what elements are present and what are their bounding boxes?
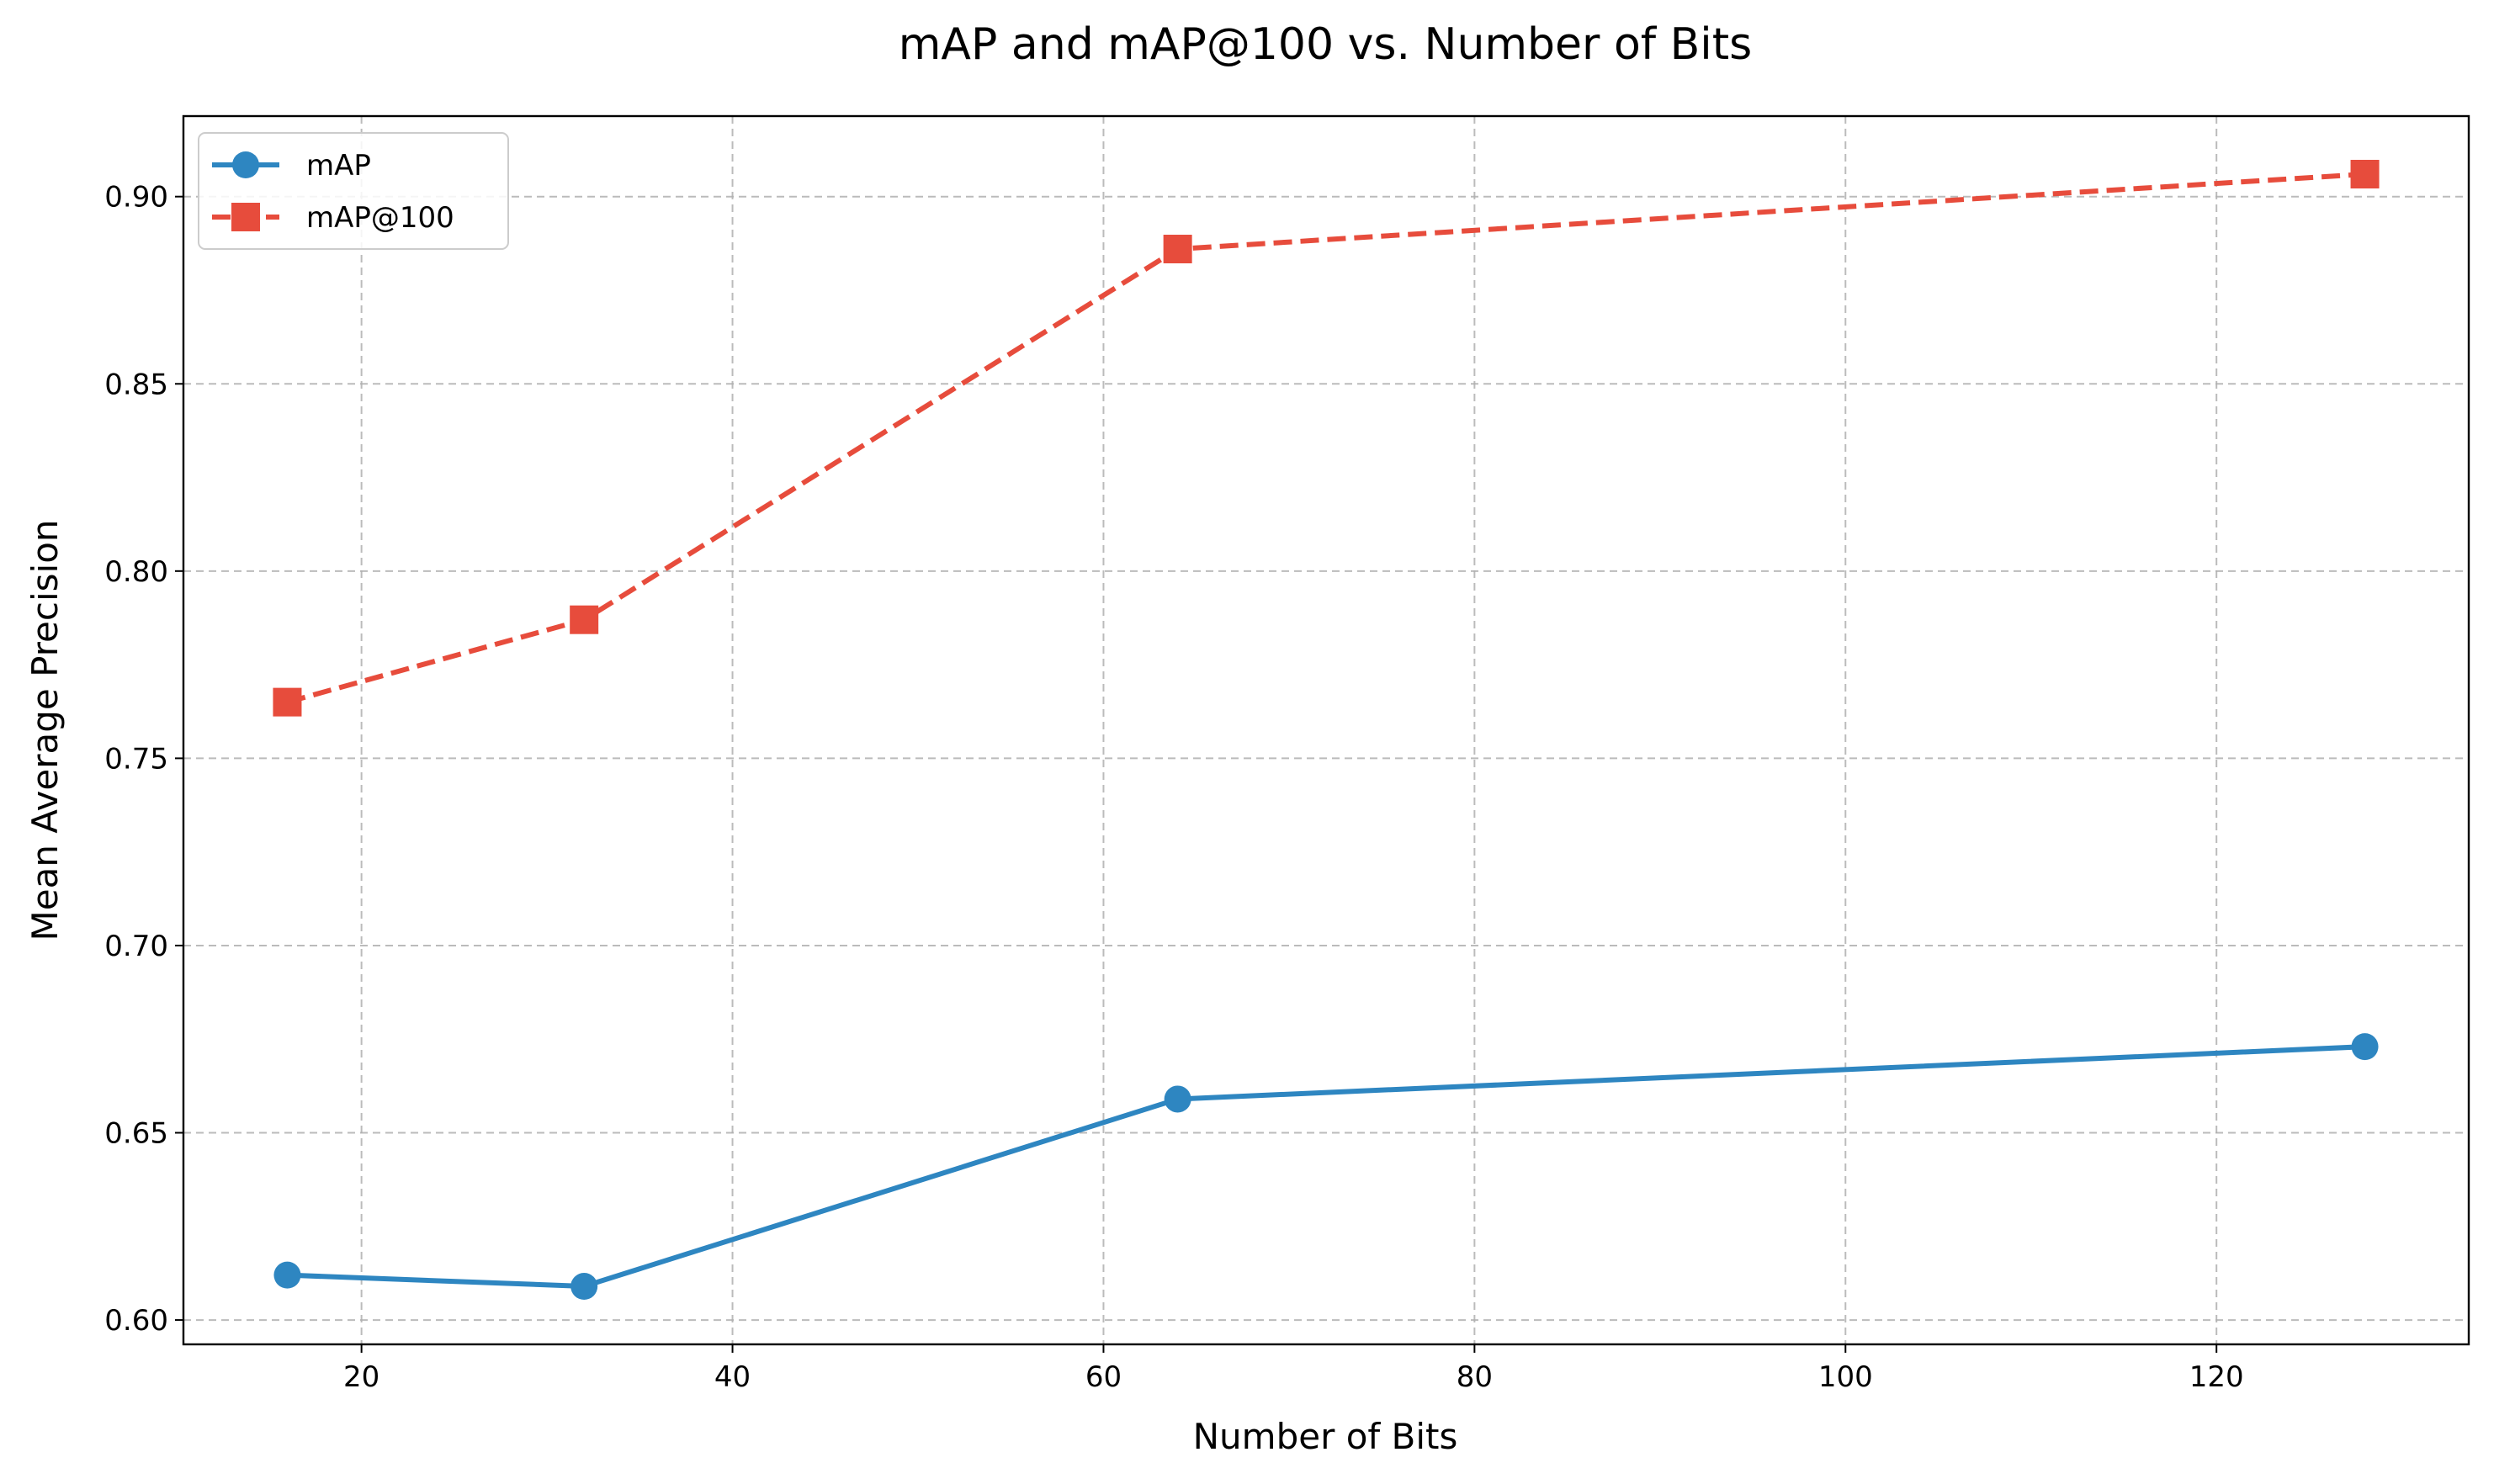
x-tick-label: 40	[714, 1360, 751, 1394]
legend-label-map-at-100: mAP@100	[306, 201, 454, 235]
series-line-map	[284, 1044, 2368, 1290]
legend-box	[198, 132, 509, 250]
data-point-map	[570, 1273, 598, 1301]
legend-label-map: mAP	[306, 149, 371, 183]
legend-marker-map	[232, 151, 259, 178]
grid	[183, 116, 2469, 1344]
series-layer	[273, 159, 2380, 1301]
plot-frame	[182, 114, 2470, 1346]
data-point-map	[2351, 1033, 2379, 1061]
y-tick-label: 0.70	[104, 930, 168, 963]
data-point-map-at-100	[273, 687, 302, 717]
x-tick-label: 80	[1457, 1360, 1493, 1394]
x-tick-label: 120	[2189, 1360, 2244, 1394]
axis-ticks: 20 40 60 80 100 120 0.60 0.65 0.70 0.75 0.80 0.85 0.…	[104, 181, 2243, 1394]
data-point-map	[273, 1261, 301, 1289]
y-tick-label: 0.85	[104, 368, 168, 401]
series-line-map-at-100	[286, 171, 2365, 705]
y-tick-label: 0.75	[104, 742, 168, 776]
legend: mAP mAP@100	[198, 132, 509, 250]
data-point-map	[1164, 1085, 1191, 1113]
y-axis-label: Mean Average Precision	[24, 519, 66, 941]
data-point-map-at-100	[1163, 235, 1192, 264]
chart-title: mAP and mAP@100 vs. Number of Bits	[899, 19, 1752, 70]
y-tick-label: 0.60	[104, 1304, 168, 1338]
data-point-map-at-100	[570, 605, 599, 634]
y-tick-label: 0.90	[104, 181, 168, 215]
x-tick-label: 20	[343, 1360, 379, 1394]
y-tick-label: 0.80	[104, 555, 168, 589]
data-point-map-at-100	[2350, 159, 2380, 188]
y-tick-label: 0.65	[104, 1117, 168, 1151]
legend-marker-map-at-100	[231, 203, 260, 231]
x-tick-label: 60	[1085, 1360, 1122, 1394]
x-tick-label: 100	[1818, 1360, 1873, 1394]
x-axis-label: Number of Bits	[1193, 1416, 1458, 1457]
